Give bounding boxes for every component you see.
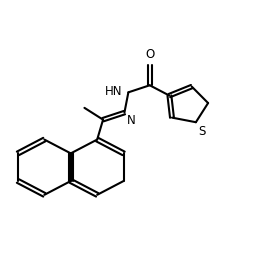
Text: N: N [127,114,136,127]
Text: O: O [145,48,154,61]
Text: HN: HN [105,85,123,98]
Text: S: S [199,125,206,138]
